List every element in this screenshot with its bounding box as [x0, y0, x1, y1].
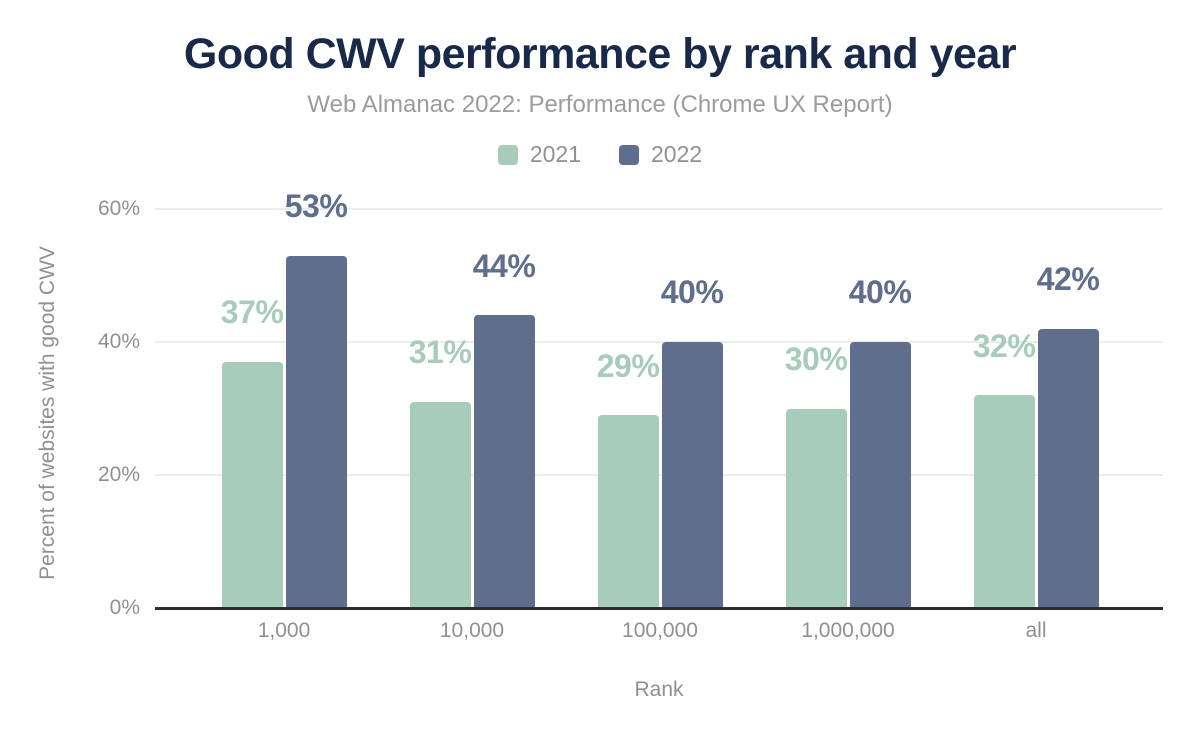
bar-value-label: 53% [284, 187, 348, 224]
bar-value-label: 40% [848, 274, 912, 311]
chart-title: Good CWV performance by rank and year [183, 30, 1017, 78]
bar-2021-all [973, 395, 1035, 608]
bar-2022-all [1037, 328, 1099, 608]
x-tick-label: 1,000,000 [801, 619, 895, 642]
legend-label: 2022 [651, 141, 703, 167]
bar-value-label: 31% [408, 334, 472, 371]
gridline [155, 474, 1163, 476]
legend-item: 2021 [497, 141, 581, 168]
bar-value-label: 44% [472, 247, 536, 284]
y-tick-label: 20% [97, 463, 140, 486]
bar-2022-10,000 [473, 315, 535, 608]
y-tick-label: 0% [109, 596, 140, 619]
legend-swatch-2021 [497, 144, 518, 165]
y-tick-label: 60% [97, 197, 140, 220]
gridline [155, 208, 1163, 210]
bar-2021-100,000 [597, 415, 659, 608]
plot-area: 0% 20% 40% 60% 37% 53% 31% 44% 29% 40% 30% 40% 32% 42… [97, 187, 1163, 619]
x-axis-line [155, 607, 1163, 610]
x-tick-label: all [1025, 619, 1047, 642]
bar-value-label: 32% [972, 327, 1036, 364]
bar-value-label: 30% [784, 340, 848, 377]
bar-value-label: 42% [1036, 261, 1100, 298]
bar-value-label: 40% [660, 274, 724, 311]
bar-2021-10,000 [409, 401, 471, 608]
x-tick-label: 100,000 [622, 619, 698, 642]
bar-value-label: 37% [220, 294, 284, 331]
legend-swatch-2022 [619, 144, 639, 165]
chart-subtitle: Web Almanac 2022: Performance (Chrome UX… [307, 91, 893, 118]
legend-item: 2022 [619, 141, 702, 168]
bar-2022-1,000,000 [849, 342, 911, 608]
x-tick-label: 1,000 [257, 619, 311, 642]
legend: 2021 2022 [0, 141, 1200, 168]
y-tick-label: 40% [97, 330, 140, 353]
x-tick-label: 10,000 [439, 619, 505, 642]
bar-2022-100,000 [661, 342, 723, 608]
legend-label: 2021 [529, 141, 581, 167]
bar-2021-1,000 [221, 361, 283, 608]
bar-2022-1,000 [285, 255, 347, 608]
gridline [155, 341, 1163, 343]
bar-2021-1,000,000 [785, 408, 847, 608]
bar-value-label: 29% [596, 347, 660, 384]
x-axis-title: Rank [634, 678, 684, 701]
